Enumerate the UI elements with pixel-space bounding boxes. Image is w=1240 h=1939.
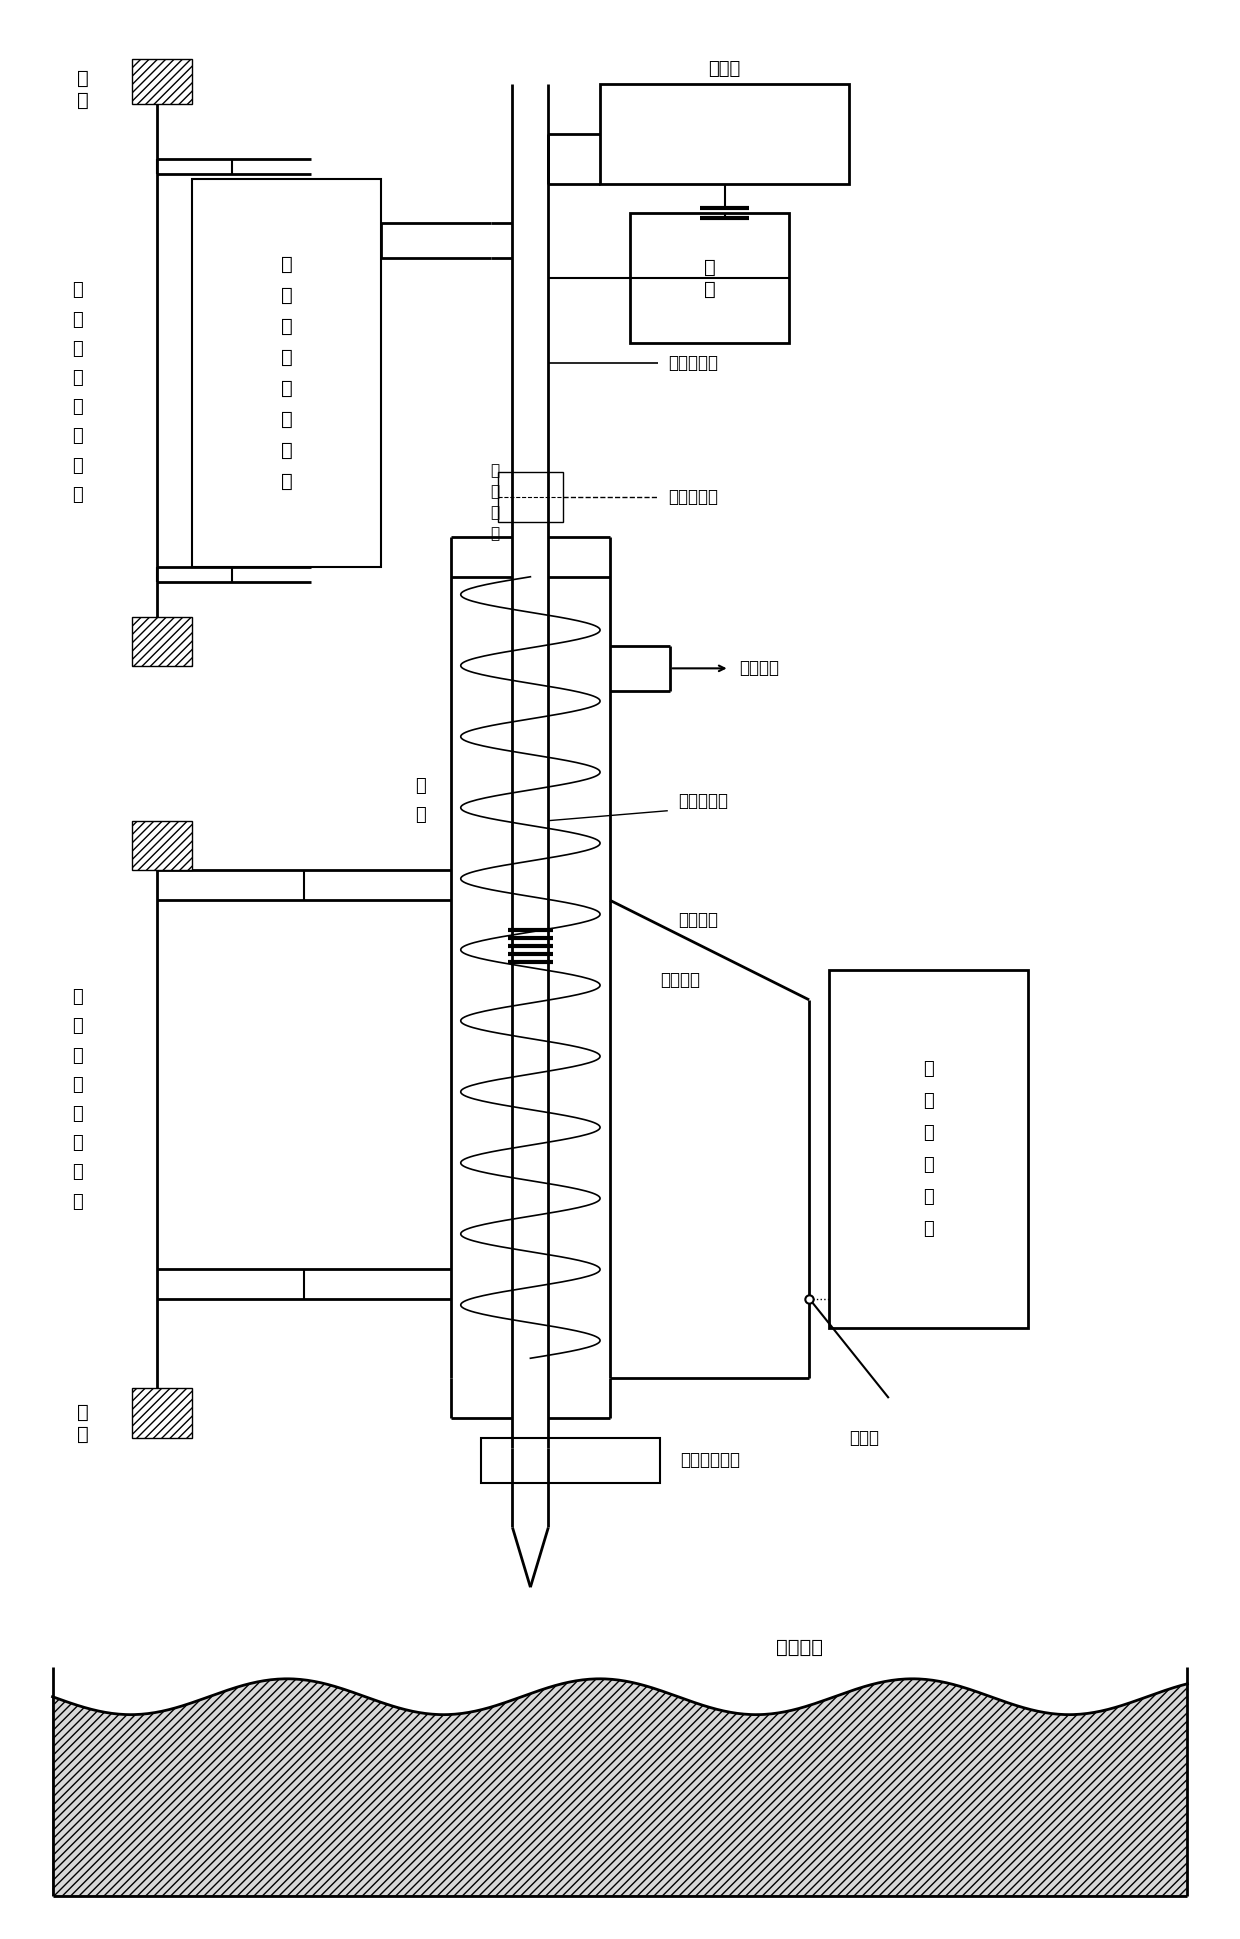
Bar: [600, 83, 849, 184]
Text: 扰动组件: 扰动组件: [678, 911, 718, 929]
Text: 机
架: 机 架: [77, 1402, 88, 1443]
Bar: [192, 178, 381, 566]
Text: 机
构
升
降
驱
动
组
件: 机 构 升 降 驱 动 组 件: [72, 281, 83, 504]
Bar: [133, 58, 192, 105]
Text: 套
筒
升
降
运
动
单
元: 套 筒 升 降 运 动 单 元: [72, 989, 83, 1210]
Text: 套
筒: 套 筒: [415, 778, 425, 824]
Text: 底部密封组件: 底部密封组件: [680, 1450, 740, 1470]
Bar: [630, 213, 789, 343]
Text: 中
空
通
道: 中 空 通 道: [490, 463, 500, 541]
Polygon shape: [52, 1679, 1188, 1896]
Text: 动密封组件: 动密封组件: [668, 489, 718, 506]
Bar: [481, 1439, 660, 1483]
Text: 钻
杆
进
给
驱
动
组
件: 钻 杆 进 给 驱 动 组 件: [280, 254, 293, 491]
Text: 土
壤
临
时
容
器: 土 壤 临 时 容 器: [924, 1061, 934, 1239]
Text: 月球表面: 月球表面: [776, 1637, 822, 1656]
Text: 水汽出口: 水汽出口: [739, 659, 780, 677]
Text: 土壤通道: 土壤通道: [660, 971, 699, 989]
Text: 钻杆螺旋段: 钻杆螺旋段: [678, 791, 728, 811]
Text: 减速器: 减速器: [708, 60, 740, 78]
Text: 电
机: 电 机: [704, 258, 715, 299]
Bar: [497, 473, 563, 522]
Bar: [133, 1388, 192, 1439]
Text: 机
架: 机 架: [77, 70, 88, 111]
Text: 容器门: 容器门: [849, 1429, 879, 1446]
Text: 钻杆光滑段: 钻杆光滑段: [668, 353, 718, 372]
Bar: [133, 820, 192, 871]
Bar: [830, 970, 1028, 1328]
Bar: [133, 617, 192, 667]
